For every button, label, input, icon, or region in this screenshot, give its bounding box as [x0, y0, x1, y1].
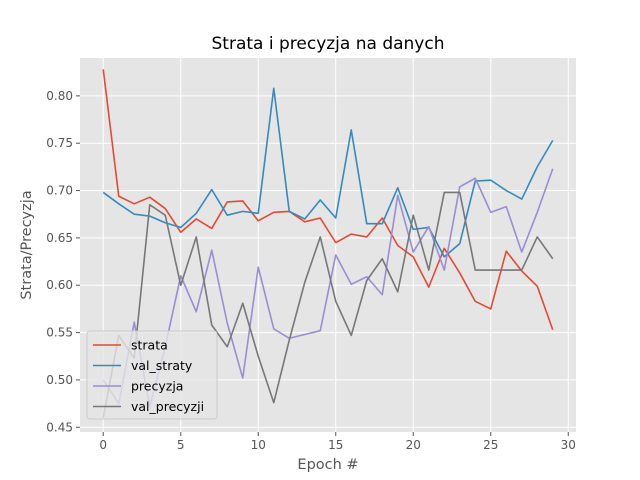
x-tick-label: 0 — [99, 438, 107, 452]
series-lines — [102, 69, 554, 418]
x-axis-label: Epoch # — [297, 457, 358, 473]
series-line-strata — [102, 69, 554, 331]
axis-ticks: 0 5 10 15 20 25 30 0.45 0.50 0.55 0.60 0.65 0.70 0.75… — [46, 89, 576, 452]
x-tick-label: 5 — [177, 438, 185, 452]
x-tick-label: 20 — [406, 438, 421, 452]
y-tick-label: 0.55 — [46, 326, 73, 340]
x-tick-label: 25 — [483, 438, 498, 452]
legend-label-strata: strata — [131, 338, 168, 353]
series-line-precyzja — [102, 168, 554, 408]
y-tick-label: 0.50 — [46, 373, 73, 387]
legend: strata val_straty precyzja val_precyzji — [86, 330, 218, 420]
y-tick-label: 0.60 — [46, 278, 73, 292]
legend-box — [86, 330, 218, 420]
y-tick-label: 0.65 — [46, 231, 73, 245]
legend-label-precyzja: precyzja — [131, 379, 183, 394]
legend-label-val-straty: val_straty — [131, 358, 193, 373]
series-line-val-straty — [102, 87, 554, 258]
y-tick-label: 0.75 — [46, 136, 73, 150]
y-tick-label: 0.80 — [46, 89, 73, 103]
x-tick-label: 15 — [328, 438, 343, 452]
x-tick-label: 10 — [251, 438, 266, 452]
grid — [80, 58, 576, 432]
y-axis-label: Strata/Precyzja — [19, 190, 35, 299]
chart-title: Strata i precyzja na danych — [212, 34, 445, 54]
legend-label-val-precyzji: val_precyzji — [131, 399, 204, 414]
x-tick-label: 30 — [561, 438, 576, 452]
y-tick-label: 0.70 — [46, 184, 73, 198]
series-line-val-precyzji — [102, 191, 554, 418]
y-tick-label: 0.45 — [46, 420, 73, 434]
